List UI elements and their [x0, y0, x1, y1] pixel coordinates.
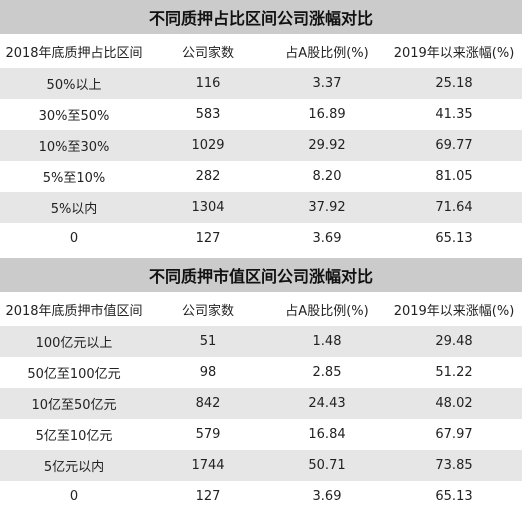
cell-range: 100亿元以上 — [35, 336, 113, 351]
table-row: 5亿元以内 1744 50.71 73.85 — [0, 450, 522, 481]
cell-gain-2019: 65.13 — [435, 231, 473, 246]
cell-range: 5%至10% — [42, 171, 106, 186]
cell-company-count: 579 — [195, 427, 221, 442]
cell-company-count: 51 — [199, 334, 217, 349]
cell-a-share-ratio: 3.69 — [312, 489, 342, 504]
cell-gain-2019: 51.22 — [435, 365, 473, 380]
cell-gain-2019: 67.97 — [435, 427, 473, 442]
table-title: 不同质押市值区间公司涨幅对比 — [0, 258, 522, 292]
cell-gain-2019: 41.35 — [435, 107, 473, 122]
table-row: 0 127 3.69 65.13 — [0, 481, 522, 512]
table-header-row: 2018年底质押占比区间 公司家数 占A股比例(%) 2019年以来涨幅(%) — [0, 34, 522, 68]
cell-gain-2019: 69.77 — [435, 138, 473, 153]
cell-a-share-ratio: 8.20 — [312, 169, 342, 184]
cell-a-share-ratio: 2.85 — [312, 365, 342, 380]
cell-gain-2019: 25.18 — [435, 76, 473, 91]
cell-company-count: 583 — [195, 107, 221, 122]
cell-a-share-ratio: 24.43 — [308, 396, 346, 411]
cell-company-count: 98 — [199, 365, 217, 380]
cell-gain-2019: 71.64 — [435, 200, 473, 215]
cell-a-share-ratio: 3.37 — [312, 76, 342, 91]
cell-gain-2019: 29.48 — [435, 334, 473, 349]
cell-company-count: 1304 — [191, 200, 225, 215]
cell-range: 5%以内 — [50, 202, 98, 217]
cell-company-count: 127 — [195, 489, 221, 504]
cell-range: 5亿元以内 — [43, 460, 105, 475]
cell-a-share-ratio: 37.92 — [308, 200, 346, 215]
cell-a-share-ratio: 16.84 — [308, 427, 346, 442]
table-row: 5%以内 1304 37.92 71.64 — [0, 192, 522, 223]
table-header-row: 2018年底质押市值区间 公司家数 占A股比例(%) 2019年以来涨幅(%) — [0, 292, 522, 326]
column-header-company-count: 公司家数 — [181, 45, 234, 61]
table-row: 100亿元以上 51 1.48 29.48 — [0, 326, 522, 357]
cell-company-count: 1744 — [191, 458, 225, 473]
pledge-value-table: 不同质押市值区间公司涨幅对比 2018年底质押市值区间 公司家数 占A股比例(%… — [0, 258, 522, 512]
cell-company-count: 842 — [195, 396, 221, 411]
cell-company-count: 282 — [195, 169, 221, 184]
cell-a-share-ratio: 1.48 — [312, 334, 342, 349]
cell-range: 50亿至100亿元 — [27, 367, 121, 382]
cell-a-share-ratio: 50.71 — [308, 458, 346, 473]
cell-range: 50%以上 — [46, 78, 102, 93]
cell-a-share-ratio: 29.92 — [308, 138, 346, 153]
cell-range: 10%至30% — [38, 140, 110, 155]
column-header-range: 2018年底质押市值区间 — [5, 303, 143, 319]
table-row: 5亿至10亿元 579 16.84 67.97 — [0, 419, 522, 450]
cell-range: 30%至50% — [38, 109, 110, 124]
table-row: 5%至10% 282 8.20 81.05 — [0, 161, 522, 192]
cell-range: 10亿至50亿元 — [31, 398, 117, 413]
column-header-gain-2019: 2019年以来涨幅(%) — [393, 303, 515, 319]
table-row: 30%至50% 583 16.89 41.35 — [0, 99, 522, 130]
cell-company-count: 1029 — [191, 138, 225, 153]
cell-company-count: 116 — [195, 76, 221, 91]
column-header-a-share-ratio: 占A股比例(%) — [285, 303, 369, 319]
table-row: 10%至30% 1029 29.92 69.77 — [0, 130, 522, 161]
table-title: 不同质押占比区间公司涨幅对比 — [0, 0, 522, 34]
cell-range: 0 — [69, 489, 79, 504]
cell-a-share-ratio: 3.69 — [312, 231, 342, 246]
cell-gain-2019: 73.85 — [435, 458, 473, 473]
cell-gain-2019: 65.13 — [435, 489, 473, 504]
cell-range: 0 — [69, 231, 79, 246]
column-header-company-count: 公司家数 — [181, 303, 234, 319]
column-header-gain-2019: 2019年以来涨幅(%) — [393, 45, 515, 61]
table-row: 0 127 3.69 65.13 — [0, 223, 522, 254]
pledge-ratio-table: 不同质押占比区间公司涨幅对比 2018年底质押占比区间 公司家数 占A股比例(%… — [0, 0, 522, 254]
cell-range: 5亿至10亿元 — [35, 429, 113, 444]
table-row: 50%以上 116 3.37 25.18 — [0, 68, 522, 99]
table-row: 10亿至50亿元 842 24.43 48.02 — [0, 388, 522, 419]
cell-a-share-ratio: 16.89 — [308, 107, 346, 122]
table-row: 50亿至100亿元 98 2.85 51.22 — [0, 357, 522, 388]
cell-gain-2019: 81.05 — [435, 169, 473, 184]
column-header-a-share-ratio: 占A股比例(%) — [285, 45, 369, 61]
cell-company-count: 127 — [195, 231, 221, 246]
cell-gain-2019: 48.02 — [435, 396, 473, 411]
column-header-range: 2018年底质押占比区间 — [5, 45, 143, 61]
